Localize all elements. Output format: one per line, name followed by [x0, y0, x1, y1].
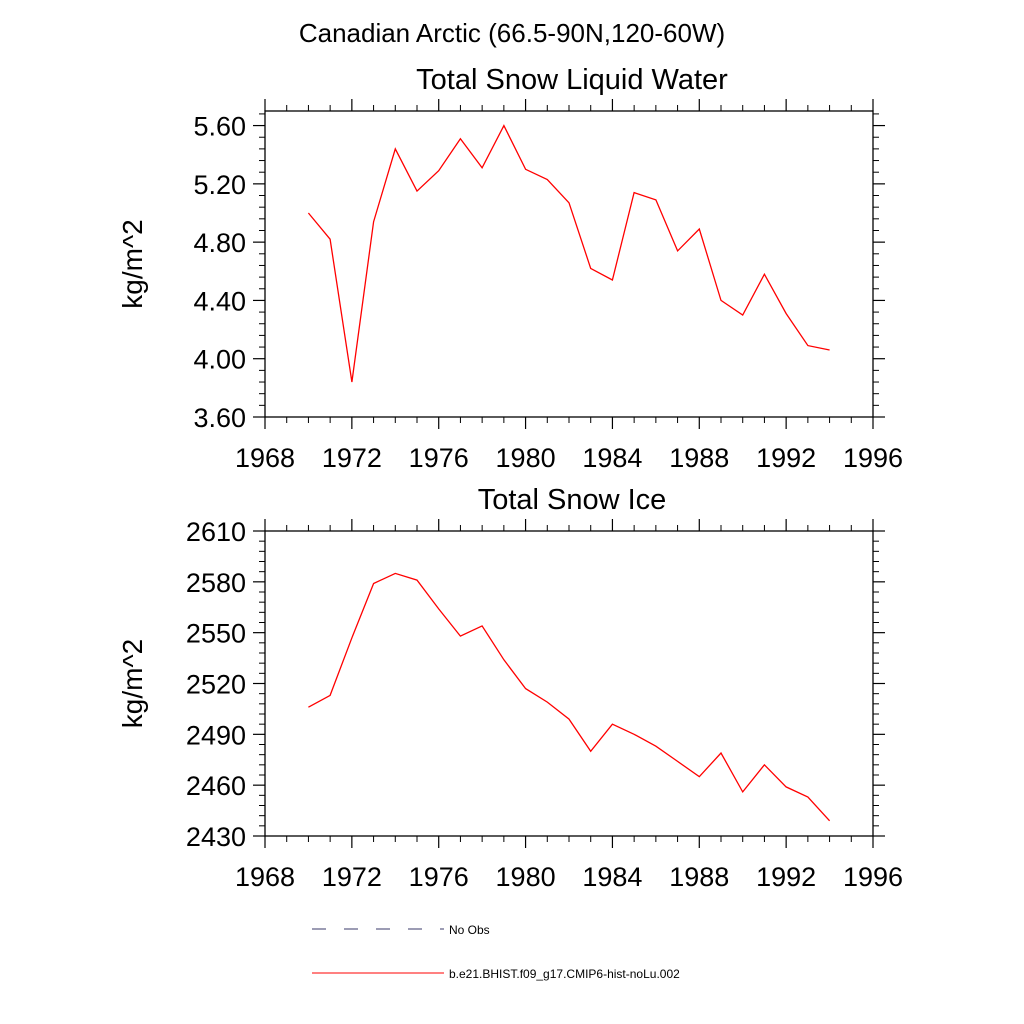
- x-tick-label: 1968: [235, 443, 295, 473]
- x-tick-label: 1984: [582, 862, 642, 892]
- legend-label-1: b.e21.BHIST.f09_g17.CMIP6-hist-noLu.002: [449, 967, 680, 981]
- x-tick-label: 1996: [843, 862, 903, 892]
- chart-title: Total Snow Liquid Water: [416, 64, 728, 96]
- y-tick-label: 2460: [186, 771, 246, 801]
- x-tick-label: 1968: [235, 862, 295, 892]
- chart-total-snow-ice: Total Snow Ice kg/m^2 1968 1972 1976 1980 1984…: [117, 484, 903, 892]
- x-tick-label: 1980: [496, 862, 556, 892]
- y-tick-label: 2610: [186, 517, 246, 547]
- y-axis-label: kg/m^2: [117, 219, 148, 308]
- y-tick-label: 2580: [186, 568, 246, 598]
- chart-total-snow-liquid-water: Total Snow Liquid Water kg/m^2 1968 1972 197…: [117, 64, 903, 473]
- x-tick-label: 1972: [322, 862, 382, 892]
- plot-frame: [264, 110, 874, 418]
- y-tick-label: 4.80: [193, 228, 246, 258]
- y-tick-label: 4.40: [193, 286, 246, 316]
- series-line: [307, 124, 830, 383]
- x-tick-label: 1976: [409, 862, 469, 892]
- y-tick-label: 5.20: [193, 170, 246, 200]
- figure-suptitle: Canadian Arctic (66.5-90N,120-60W): [299, 18, 725, 48]
- x-tick-label: 1996: [843, 443, 903, 473]
- y-tick-label: 2430: [186, 822, 246, 852]
- series-line: [308, 572, 831, 822]
- plot-frame: [264, 530, 874, 837]
- y-tick-label: 2550: [186, 619, 246, 649]
- y-tick-label: 2490: [186, 720, 246, 750]
- legend-label-0: No Obs: [449, 923, 490, 937]
- x-tick-label: 1972: [322, 443, 382, 473]
- x-tick-label: 1984: [582, 443, 642, 473]
- y-tick-label: 3.60: [193, 403, 246, 433]
- y-axis-label: kg/m^2: [117, 639, 148, 728]
- y-tick-label: 5.60: [193, 112, 246, 142]
- x-tick-label: 1992: [756, 443, 816, 473]
- x-tick-label: 1988: [669, 862, 729, 892]
- x-tick-label: 1976: [409, 443, 469, 473]
- y-tick-label: 4.00: [193, 345, 246, 375]
- x-tick-label: 1992: [756, 862, 816, 892]
- legend: No Obs b.e21.BHIST.f09_g17.CMIP6-hist-noL…: [312, 923, 680, 981]
- chart-title: Total Snow Ice: [478, 484, 667, 516]
- x-tick-label: 1988: [669, 443, 729, 473]
- x-tick-label: 1980: [496, 443, 556, 473]
- y-tick-label: 2520: [186, 670, 246, 700]
